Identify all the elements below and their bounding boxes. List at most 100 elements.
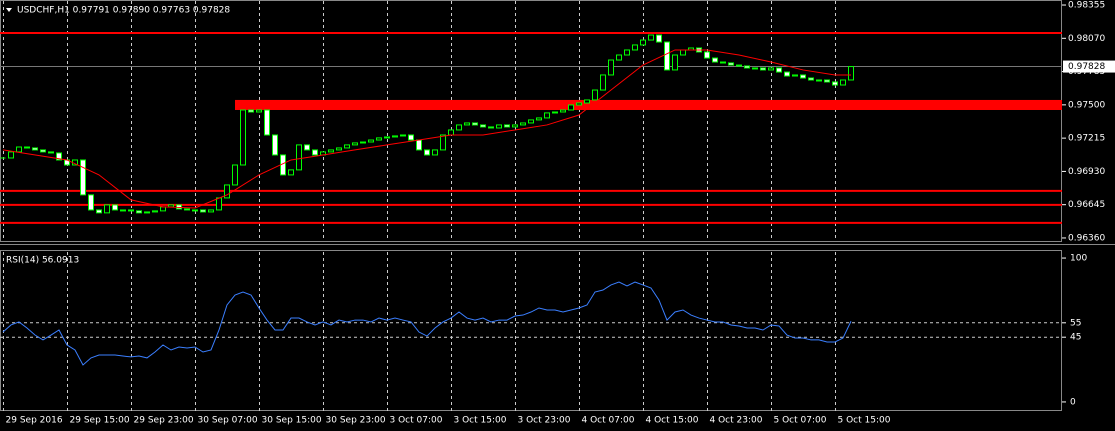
candle [712, 57, 718, 63]
candle [440, 134, 446, 151]
y-tick-label: 0 [1070, 397, 1076, 407]
candle [760, 67, 766, 71]
candle [560, 109, 566, 113]
candle [128, 209, 134, 212]
candle [152, 210, 158, 213]
candle [104, 204, 110, 214]
candle [816, 79, 822, 82]
candle [400, 134, 406, 137]
candle [392, 135, 398, 138]
candle [352, 142, 358, 146]
candle [288, 169, 294, 176]
candle [640, 39, 646, 46]
zone [235, 99, 1062, 110]
candle [552, 111, 558, 114]
current-price-label: 0.97828 [1068, 62, 1105, 72]
candle [112, 204, 118, 211]
candle [424, 149, 430, 156]
candle [432, 149, 438, 156]
candle [40, 149, 46, 153]
candle [136, 210, 142, 214]
candle [248, 109, 254, 113]
current-price-box [1063, 60, 1115, 73]
candle [664, 41, 670, 71]
candle [200, 209, 206, 213]
candle [672, 54, 678, 71]
candle [56, 152, 62, 161]
candle [384, 136, 390, 139]
candle [368, 139, 374, 143]
x-tick-label: 4 Oct 07:00 [582, 416, 635, 426]
candle [240, 109, 246, 166]
candle [344, 144, 350, 149]
candle [312, 149, 318, 156]
candle [408, 134, 414, 141]
y-tick-label: 0.96930 [1068, 167, 1105, 177]
candle [832, 81, 838, 86]
candle [600, 74, 606, 91]
candle [224, 184, 230, 199]
candle [544, 112, 550, 119]
rsi-panel-frame [0, 250, 1062, 411]
candle [184, 208, 190, 211]
y-tick-label: 55 [1070, 318, 1081, 328]
y-tick-label: 0.96360 [1068, 233, 1105, 243]
x-tick-label: 4 Oct 15:00 [646, 416, 699, 426]
candle [192, 209, 198, 212]
candle [848, 66, 854, 81]
y-tick-label: 0.97500 [1068, 100, 1105, 110]
candle [264, 109, 270, 136]
candle [584, 99, 590, 104]
candle [32, 147, 38, 151]
candle [608, 59, 614, 76]
candle [768, 67, 774, 71]
chart-title: USDCHF,H1 0.97791 0.97890 0.97763 0.9782… [17, 6, 230, 16]
candle [168, 204, 174, 208]
x-tick-label: 4 Oct 23:00 [710, 416, 763, 426]
y-tick-label: 0.97215 [1068, 134, 1105, 144]
candle [232, 164, 238, 186]
candle [80, 159, 86, 196]
candle [528, 119, 534, 124]
x-tick-label: 29 Sep 2016 [6, 416, 63, 426]
candle [624, 49, 630, 56]
candle [160, 206, 166, 212]
candle [784, 71, 790, 77]
candle [704, 51, 710, 59]
candle [752, 67, 758, 70]
candle [576, 102, 582, 106]
candle [24, 146, 30, 149]
candle [16, 146, 22, 153]
candle [376, 137, 382, 141]
candle [456, 124, 462, 131]
candle [472, 122, 478, 126]
rsi-title: RSI(14) 56.0913 [6, 256, 79, 266]
candle [568, 104, 574, 111]
candle [296, 144, 302, 171]
candle [216, 197, 222, 211]
candle [520, 122, 526, 126]
x-tick-label: 29 Sep 23:00 [134, 416, 194, 426]
x-tick-label: 29 Sep 15:00 [70, 416, 130, 426]
candle [776, 67, 782, 73]
candle [48, 151, 54, 154]
candle [328, 149, 334, 153]
y-tick-label: 0.98070 [1068, 34, 1105, 44]
x-tick-label: 3 Oct 15:00 [454, 416, 507, 426]
candle [800, 74, 806, 79]
candle [488, 126, 494, 129]
candle [512, 124, 518, 128]
candle [144, 211, 150, 214]
candle [272, 134, 278, 156]
candle [504, 124, 510, 128]
candle [728, 62, 734, 66]
price-panel-frame [0, 0, 1062, 242]
y-tick-label: 45 [1070, 333, 1081, 343]
rsi-line [2, 281, 852, 366]
candle [464, 122, 470, 126]
x-tick-label: 3 Oct 07:00 [390, 416, 443, 426]
x-tick-label: 3 Oct 23:00 [518, 416, 571, 426]
candle [208, 209, 214, 213]
y-tick-label: 100 [1070, 254, 1087, 264]
